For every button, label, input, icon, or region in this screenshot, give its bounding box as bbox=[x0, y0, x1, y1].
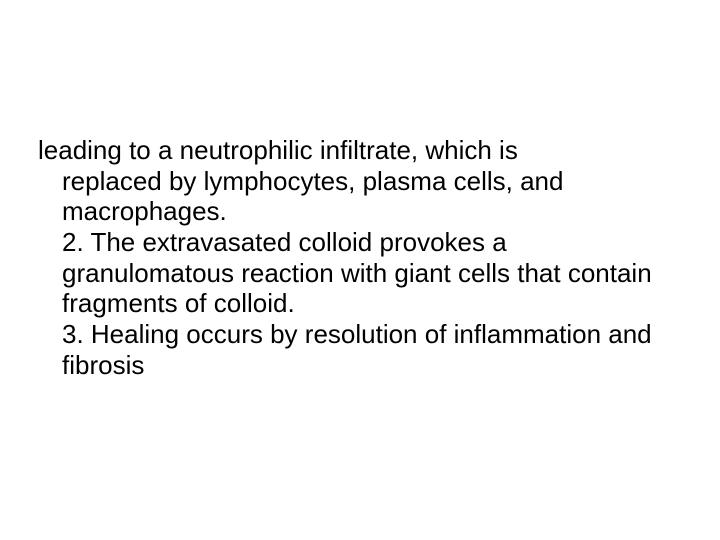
text-block-2: 2. The extravasated colloid provokes a g… bbox=[38, 227, 670, 319]
text-block-1: replaced by lymphocytes, plasma cells, a… bbox=[38, 166, 670, 227]
slide-container: leading to a neutrophilic infiltrate, wh… bbox=[0, 0, 720, 540]
text-line-1: leading to a neutrophilic infiltrate, wh… bbox=[38, 135, 670, 166]
text-block-3: 3. Healing occurs by resolution of infla… bbox=[38, 319, 670, 380]
body-text-block: leading to a neutrophilic infiltrate, wh… bbox=[38, 135, 670, 380]
